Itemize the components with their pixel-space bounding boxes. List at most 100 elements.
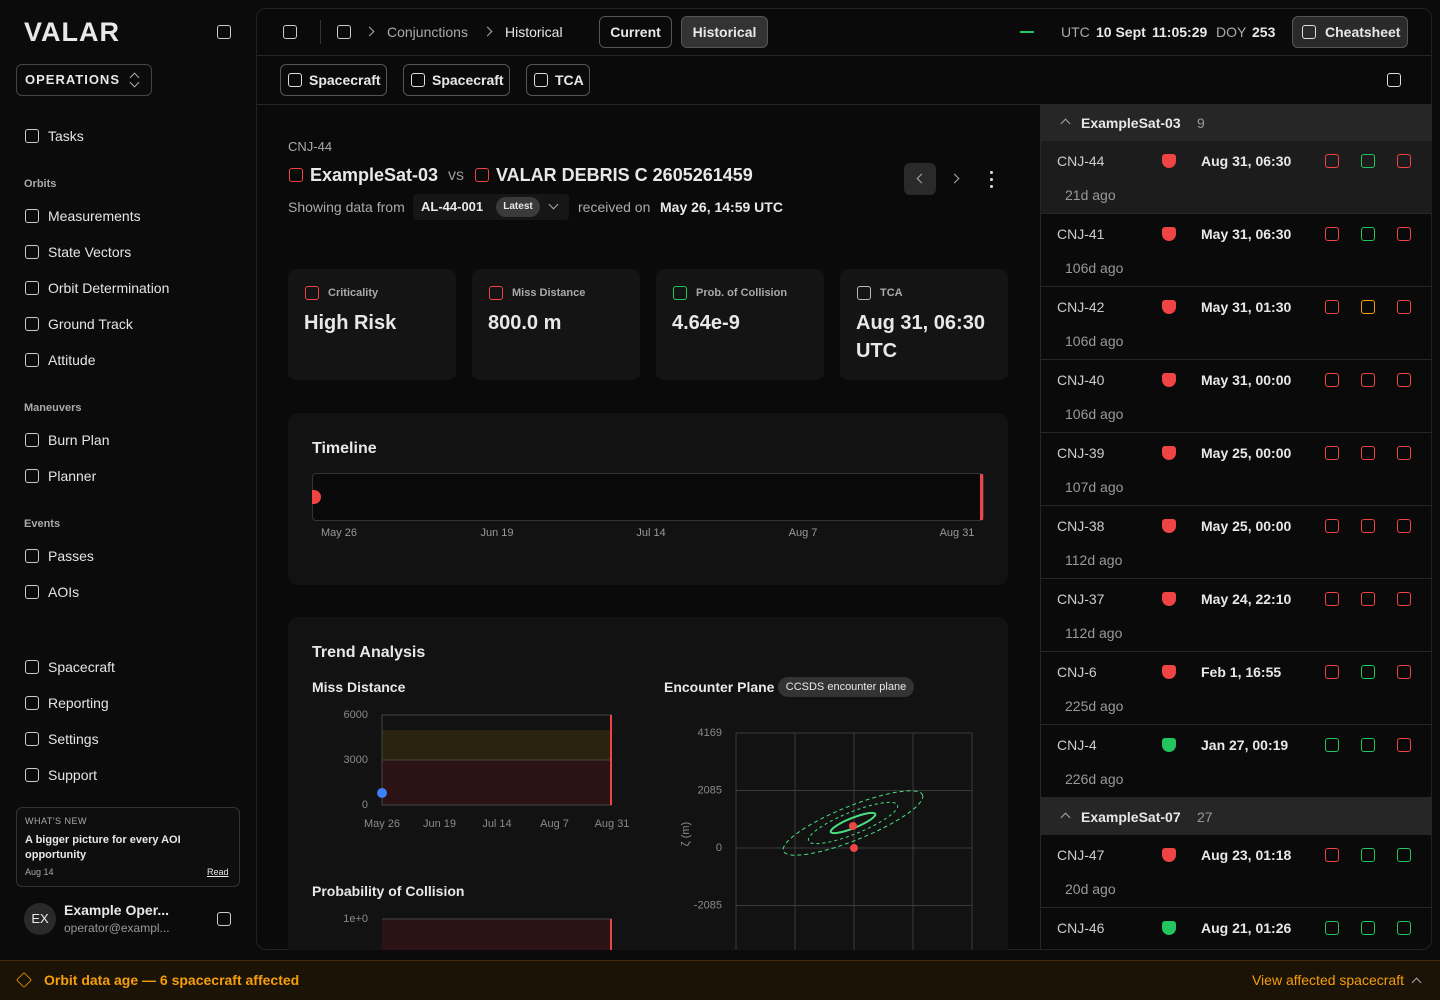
row-time: May 31, 06:30: [1201, 226, 1292, 242]
nav-item[interactable]: Reporting: [48, 695, 109, 711]
group-count: 27: [1197, 809, 1213, 825]
nav-item[interactable]: Settings: [48, 731, 99, 747]
clock-time: 11:05:29: [1152, 24, 1208, 40]
y-tick-label: -2085: [694, 899, 722, 911]
icon: [1162, 848, 1176, 862]
icon: [1397, 373, 1411, 387]
icon: [1162, 921, 1176, 935]
menu-dot[interactable]: [990, 171, 993, 174]
icon: [673, 286, 687, 300]
group-name: ExampleSat-03: [1081, 115, 1181, 131]
stat-label: TCA: [880, 287, 903, 299]
nav-item[interactable]: AOIs: [48, 584, 80, 600]
nav-item[interactable]: Passes: [48, 548, 94, 564]
nav-item[interactable]: Support: [48, 767, 98, 783]
y-tick-label: 2085: [698, 784, 722, 796]
nav-item[interactable]: Spacecraft: [48, 659, 115, 675]
workspace-name: OPERATIONS: [25, 72, 120, 87]
nav-item[interactable]: Ground Track: [48, 316, 133, 332]
conjunction-row[interactable]: [1041, 725, 1432, 798]
icon: [411, 73, 425, 87]
icon: [1325, 373, 1339, 387]
filter-label: TCA: [555, 72, 584, 88]
icon: [1397, 738, 1411, 752]
conjunction-row[interactable]: [1041, 214, 1432, 287]
y-tick-label: 0: [362, 799, 368, 811]
nav-item[interactable]: Burn Plan: [48, 432, 110, 448]
group-header[interactable]: [1041, 798, 1432, 835]
x-tick-label: Aug 31: [595, 818, 630, 830]
icon: [1162, 665, 1176, 679]
y-tick-label: 0: [716, 842, 722, 854]
conjunction-row[interactable]: [1041, 506, 1432, 579]
icon: [1325, 154, 1339, 168]
y-tick-label: 1e+0: [343, 913, 368, 925]
breadcrumb: Historical: [505, 24, 563, 40]
version: AL-44-001: [421, 199, 484, 214]
menu-dot[interactable]: [990, 178, 993, 181]
row-time: Feb 1, 16:55: [1201, 664, 1282, 680]
conjunction-row[interactable]: [1041, 433, 1432, 506]
icon: [1361, 154, 1375, 168]
icon: [25, 353, 39, 367]
stat-value: 4.64e-9: [672, 312, 740, 334]
row-id: CNJ-44: [1057, 153, 1105, 169]
icon: [1162, 300, 1176, 314]
row-time: Aug 21, 01:26: [1201, 920, 1292, 936]
conjunction-list: ExampleSat-03 9 CNJ-44 21d ago Aug 31, 06:30…: [1041, 104, 1432, 950]
stat-value: Aug 31, 06:30 UTC: [856, 312, 985, 362]
user-email: operator@exampl...: [64, 921, 170, 935]
icon: [1361, 592, 1375, 606]
x-tick-label: Aug 7: [540, 818, 569, 830]
prev-button[interactable]: [904, 163, 936, 195]
row-time: May 31, 01:30: [1201, 299, 1292, 315]
tab[interactable]: Current: [599, 16, 672, 48]
icon: [25, 660, 39, 674]
cheatsheet-button[interactable]: [1292, 16, 1408, 48]
nav-item[interactable]: Planner: [48, 468, 97, 484]
conjunction-row[interactable]: [1041, 579, 1432, 652]
banner-action[interactable]: View affected spacecraft: [1251, 972, 1404, 988]
whats-new-date: Aug 14: [25, 867, 54, 877]
version-select[interactable]: [413, 194, 569, 220]
row-id: CNJ-46: [1057, 920, 1105, 936]
icon: [1397, 921, 1411, 935]
workspace-select[interactable]: [16, 64, 152, 96]
filter-button[interactable]: [526, 64, 590, 96]
filter-button[interactable]: [280, 64, 387, 96]
y-tick-label: 6000: [344, 709, 368, 721]
conjunction-row[interactable]: [1041, 360, 1432, 433]
icon: [1361, 227, 1375, 241]
group-header[interactable]: [1041, 104, 1432, 141]
divider: [320, 20, 321, 44]
nav-item[interactable]: State Vectors: [48, 244, 132, 260]
row-time: May 31, 00:00: [1201, 372, 1292, 388]
user-name: Example Oper...: [64, 902, 170, 918]
conjunction-row[interactable]: [1041, 835, 1432, 908]
nav-item[interactable]: Measurements: [48, 208, 141, 224]
icon: [475, 168, 489, 182]
icon: [25, 209, 39, 223]
conjunction-row[interactable]: [1041, 141, 1432, 214]
breadcrumb[interactable]: Conjunctions: [387, 24, 468, 40]
icon: [25, 433, 39, 447]
row-ago: 225d ago: [1065, 698, 1124, 714]
conjunction-row[interactable]: [1041, 652, 1432, 725]
icon: [1162, 227, 1176, 241]
icon: [857, 286, 871, 300]
nav-item[interactable]: Tasks: [48, 128, 84, 144]
tab[interactable]: Historical: [681, 16, 768, 48]
conjunction-row[interactable]: [1041, 287, 1432, 360]
whats-new-link[interactable]: Read: [207, 867, 229, 877]
caution-band: [382, 730, 612, 760]
nav-item[interactable]: Orbit Determination: [48, 280, 170, 296]
row-time: Aug 23, 01:18: [1201, 847, 1292, 863]
stat-value: High Risk: [304, 312, 397, 334]
icon: [1325, 519, 1339, 533]
filter-button[interactable]: [403, 64, 510, 96]
menu-dot[interactable]: [990, 185, 993, 188]
nav-item[interactable]: Attitude: [48, 352, 96, 368]
stat-label: Criticality: [328, 287, 379, 299]
icon: [1325, 592, 1339, 606]
icon: [25, 469, 39, 483]
